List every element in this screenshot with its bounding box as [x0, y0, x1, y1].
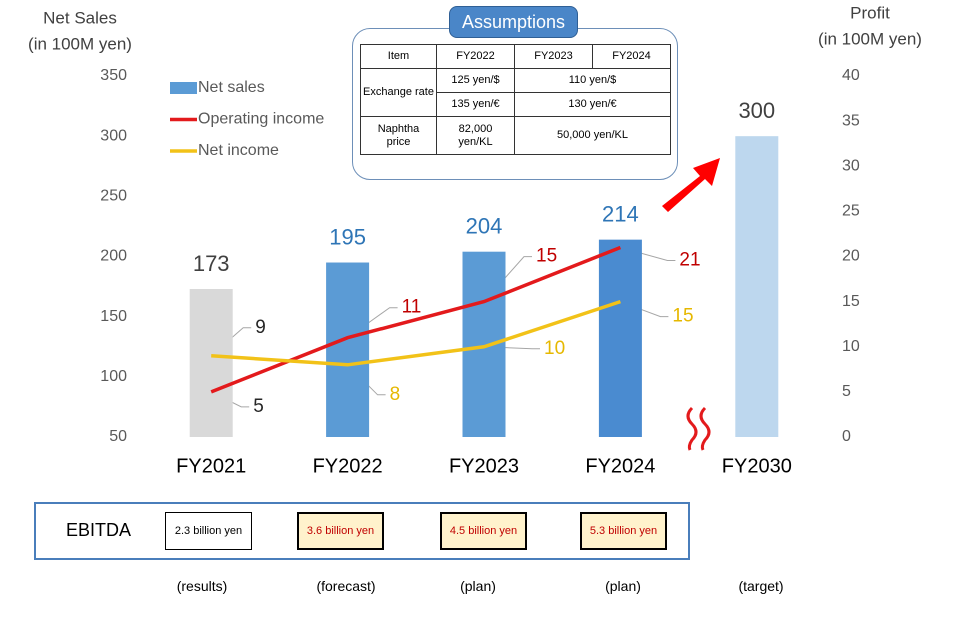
assumptions-table: Item FY2022 FY2023 FY2024 Exchange rate 125 … [360, 44, 671, 155]
y2-tick-label: 20 [842, 248, 860, 265]
cell: Naphtha price [360, 116, 437, 155]
data-label: 300 [738, 98, 775, 123]
assumptions-title: Assumptions [449, 6, 578, 38]
cell: FY2024 [592, 44, 671, 69]
bar [735, 136, 779, 437]
ebitda-value: 4.5 billion yen [440, 512, 527, 550]
data-label: 5 [253, 396, 264, 417]
ebitda-label: EBITDA [66, 520, 132, 540]
y-axis-title: (in 100M yen) [28, 34, 132, 53]
y-tick-label: 300 [100, 127, 127, 144]
data-label: 195 [329, 224, 366, 249]
y2-tick-label: 10 [842, 338, 860, 355]
ebitda-value: 2.3 billion yen [165, 512, 252, 550]
data-label: 204 [466, 213, 503, 238]
y-axis-title: Net Sales [43, 8, 117, 27]
assumptions-box: Item FY2022 FY2023 FY2024 Exchange rate 125 … [352, 28, 678, 180]
cell: 110 yen/$ [514, 68, 671, 93]
y2-tick-label: 40 [842, 67, 860, 84]
data-label: 214 [602, 201, 639, 226]
trend-arrow [662, 158, 720, 212]
bar [189, 288, 233, 437]
cell: 125 yen/$ [436, 68, 515, 93]
y2-tick-label: 5 [842, 383, 851, 400]
bar [326, 262, 370, 437]
legend-label: Net sales [198, 79, 265, 96]
legend-swatch [170, 82, 197, 94]
cell: FY2022 [436, 44, 515, 69]
cell: Item [360, 44, 437, 69]
y2-tick-label: 30 [842, 157, 860, 174]
cell: 82,000 yen/KL [436, 116, 515, 155]
data-label: 9 [255, 317, 266, 338]
y-tick-label: 200 [100, 248, 127, 265]
y2-tick-label: 25 [842, 203, 860, 220]
ebitda-value: 5.3 billion yen [580, 512, 667, 550]
ebitda-box: EBITDA 2.3 billion yen 3.6 billion yen 4… [34, 502, 690, 560]
data-label: 8 [390, 384, 401, 405]
y-tick-label: 250 [100, 188, 127, 205]
cell: 50,000 yen/KL [514, 116, 671, 155]
cell: 135 yen/€ [436, 92, 515, 117]
data-label: 11 [402, 297, 422, 318]
note: (plan) [605, 578, 641, 594]
y2-axis-title: (in 100M yen) [818, 29, 922, 48]
note: (results) [176, 578, 228, 594]
axis-break [699, 406, 711, 451]
ebitda-value: 3.6 billion yen [297, 512, 384, 550]
bar [462, 251, 506, 437]
note: (target) [738, 578, 784, 594]
line [210, 245, 622, 394]
data-label: 21 [679, 249, 700, 270]
x-tick-label: FY2022 [313, 455, 383, 477]
legend-label: Net income [198, 142, 279, 159]
x-tick-label: FY2021 [176, 455, 246, 477]
x-tick-label: FY2030 [722, 455, 792, 477]
y-tick-label: 350 [100, 67, 127, 84]
y2-tick-label: 35 [842, 112, 860, 129]
note: (plan) [460, 578, 496, 594]
y2-axis-title: Profit [850, 3, 890, 22]
data-label: 173 [193, 251, 230, 276]
axis-break [686, 406, 698, 451]
x-tick-label: FY2023 [449, 455, 519, 477]
y2-tick-label: 0 [842, 428, 851, 445]
y-tick-label: 100 [100, 368, 127, 385]
line [211, 299, 621, 367]
legend-label: Operating income [198, 111, 324, 128]
y-tick-label: 50 [109, 428, 127, 445]
y-tick-label: 150 [100, 308, 127, 325]
data-label: 15 [536, 246, 557, 267]
cell: FY2023 [514, 44, 593, 69]
x-tick-label: FY2024 [585, 455, 655, 477]
cell: Exchange rate [360, 68, 437, 117]
data-label: 15 [672, 306, 693, 327]
y2-tick-label: 15 [842, 293, 860, 310]
data-label: 10 [544, 338, 565, 359]
note: (forecast) [316, 578, 376, 594]
cell: 130 yen/€ [514, 92, 671, 117]
bar [598, 239, 642, 437]
